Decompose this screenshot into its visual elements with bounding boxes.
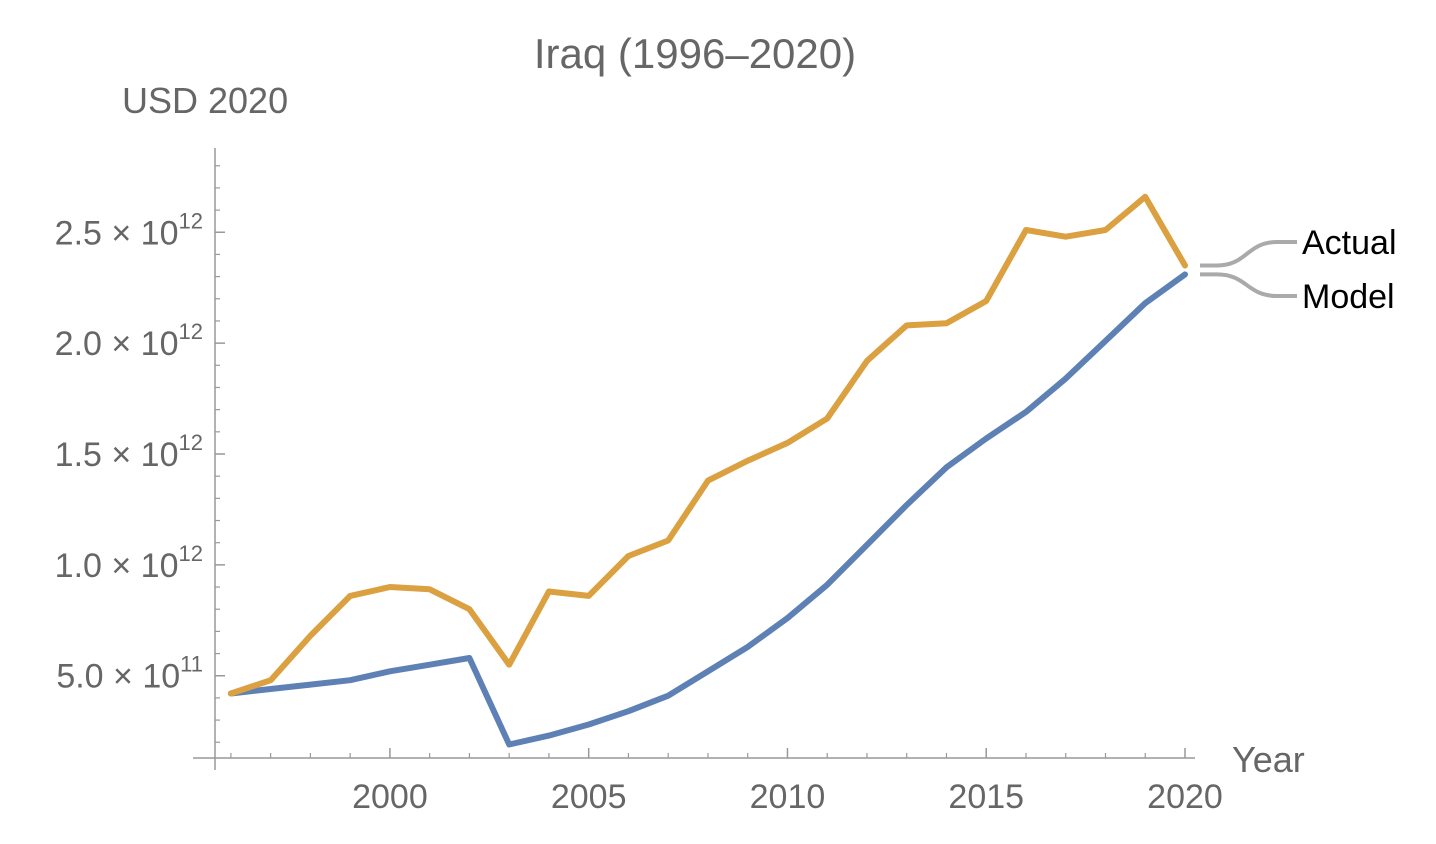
y-tick-label: 2.0 × 1012 bbox=[55, 319, 203, 363]
x-tick-label: 2015 bbox=[948, 778, 1024, 816]
axes bbox=[193, 148, 1195, 770]
y-tick-exponent: 12 bbox=[179, 541, 203, 566]
series-line-actual bbox=[227, 193, 1188, 697]
y-tick-label: 5.0 × 1011 bbox=[56, 652, 203, 696]
y-tick-exponent: 12 bbox=[179, 430, 203, 455]
y-tick-exponent: 12 bbox=[179, 319, 203, 344]
y-tick-label: 2.5 × 1012 bbox=[55, 208, 203, 252]
series-line-model bbox=[227, 271, 1188, 748]
legend-connector-model bbox=[1200, 272, 1297, 298]
legend-label-actual: Actual bbox=[1302, 224, 1397, 262]
legend-connector-actual bbox=[1200, 240, 1297, 268]
minor-ticks bbox=[215, 165, 1146, 758]
chart-title: Iraq (1996–2020) bbox=[534, 30, 856, 77]
y-tick-exponent: 12 bbox=[179, 208, 203, 233]
legend: Actual Model bbox=[1200, 224, 1397, 316]
x-tick-label: 2005 bbox=[551, 778, 627, 816]
x-ticks: 2000 2005 2010 2015 2020 bbox=[352, 748, 1223, 816]
y-tick-exponent: 11 bbox=[180, 652, 203, 677]
y-tick-label: 1.0 × 1012 bbox=[55, 541, 203, 585]
legend-label-model: Model bbox=[1302, 278, 1395, 316]
series-layer bbox=[227, 193, 1188, 748]
x-tick-label: 2000 bbox=[352, 778, 428, 816]
y-ticks: 5.0 × 1011 1.0 × 1012 1.5 × 1012 2.0 × 1012… bbox=[55, 208, 225, 696]
x-tick-label: 2010 bbox=[750, 778, 826, 816]
x-tick-label: 2020 bbox=[1147, 778, 1223, 816]
x-axis-title: Year bbox=[1232, 739, 1305, 780]
y-tick-label: 1.5 × 1012 bbox=[55, 430, 203, 474]
y-axis-unit-label: USD 2020 bbox=[122, 80, 288, 121]
